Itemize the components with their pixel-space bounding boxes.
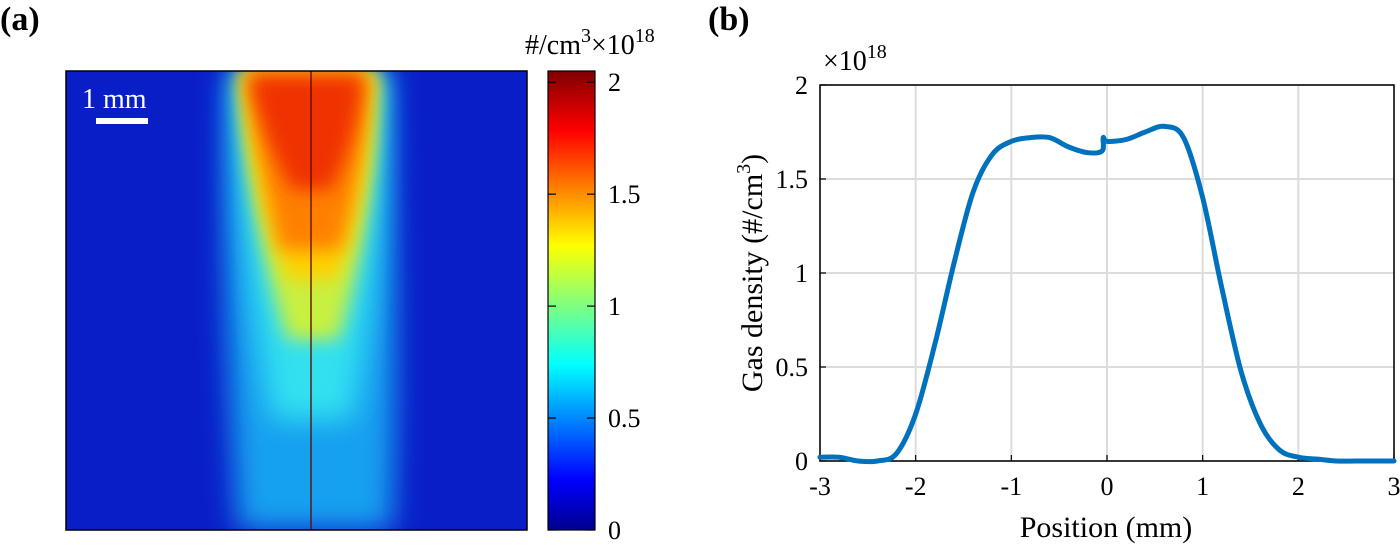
- y-tick-label: 0.5: [776, 353, 809, 382]
- colorbar-tick-label: 2: [608, 68, 621, 97]
- y-tick-label: 1: [795, 259, 808, 288]
- heatmap: [66, 71, 527, 530]
- x-tick-label: -1: [1000, 472, 1022, 501]
- x-tick-label: -2: [905, 472, 927, 501]
- y-tick-label: 1.5: [776, 165, 809, 194]
- colorbar-tick-label: 0: [608, 516, 621, 545]
- line-plot: -3 -2 -1 0 1 2 3 0 0.5 1 1.5 2: [776, 71, 1400, 501]
- y-axis-label: Gas density (#/cm3): [733, 154, 769, 392]
- x-tick-label: -3: [809, 472, 831, 501]
- colorbar-tick-label: 0.5: [608, 404, 641, 433]
- heatmap-frame: [65, 70, 528, 531]
- series-line: [817, 123, 1397, 465]
- y-multiplier: ×1018: [823, 41, 887, 77]
- x-tick-label: 1: [1196, 472, 1209, 501]
- colorbar-tick-label: 1: [608, 292, 621, 321]
- scale-bar-label: 1 mm: [82, 84, 147, 115]
- x-tick-label: 3: [1388, 472, 1400, 501]
- x-tick-label: 2: [1292, 472, 1305, 501]
- colorbar-unit: #/cm3×1018: [525, 25, 655, 61]
- scale-bar: [96, 118, 148, 124]
- colorbar-tick-label: 1.5: [608, 180, 641, 209]
- panel-a-label: (a): [0, 1, 40, 38]
- colorbar: 0 0.5 1 1.5 2: [547, 68, 641, 545]
- panel-b-label: (b): [708, 1, 750, 38]
- x-tick-label: 0: [1101, 472, 1114, 501]
- y-tick-label: 0: [795, 447, 808, 476]
- x-axis-label: Position (mm): [1020, 511, 1193, 544]
- y-tick-label: 2: [795, 71, 808, 100]
